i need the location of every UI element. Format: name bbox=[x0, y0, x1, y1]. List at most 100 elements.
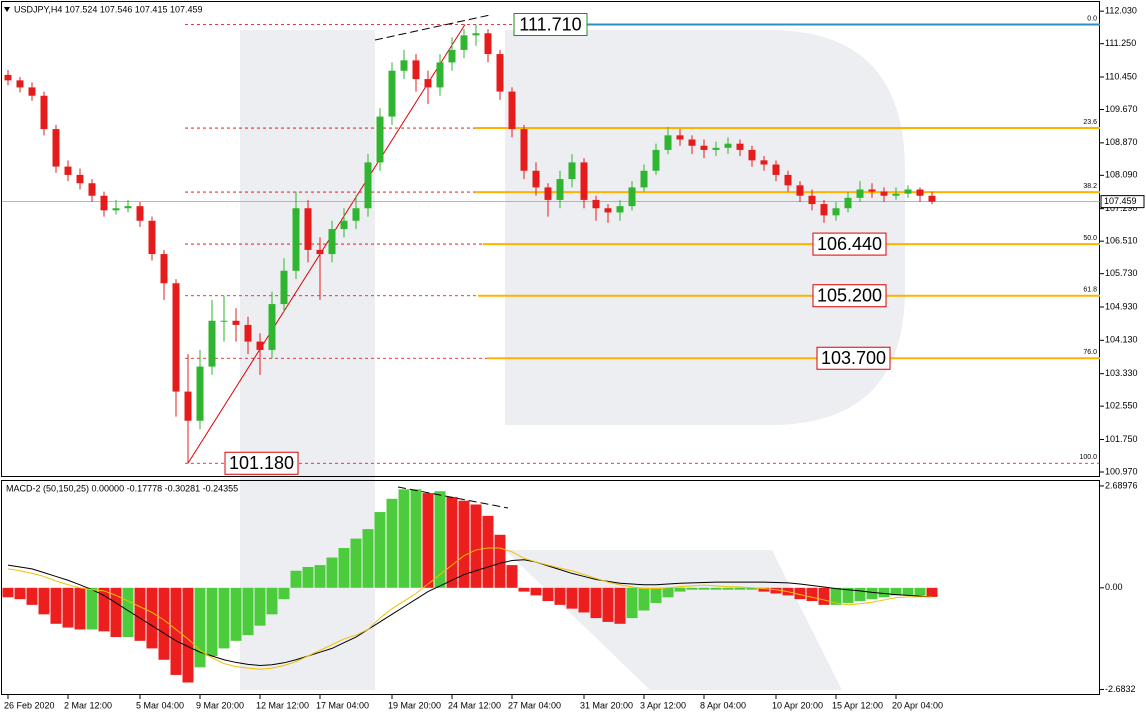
candle-body bbox=[628, 187, 636, 207]
candle-body bbox=[244, 324, 252, 342]
symbol-menu-icon bbox=[4, 7, 10, 12]
histogram-bar bbox=[914, 587, 926, 596]
histogram-bar bbox=[818, 587, 830, 605]
histogram-bar bbox=[386, 498, 398, 588]
fib-level-label: 38.2 bbox=[1083, 183, 1097, 190]
histogram-bar bbox=[38, 587, 50, 615]
candle-body bbox=[700, 145, 708, 150]
histogram-bar bbox=[926, 587, 938, 597]
price-box bbox=[816, 346, 891, 370]
histogram-bar bbox=[98, 587, 110, 632]
histogram-bar bbox=[494, 534, 506, 588]
histogram-bar bbox=[830, 587, 842, 605]
histogram-bar bbox=[746, 587, 758, 590]
x-tick-label: 19 Mar 20:00 bbox=[388, 700, 441, 710]
candle-body bbox=[436, 62, 444, 88]
histogram-bar bbox=[26, 587, 38, 605]
fib-level-label: 76.0 bbox=[1083, 349, 1097, 356]
macd-panel-border bbox=[1, 480, 1100, 695]
candle-body bbox=[532, 170, 540, 188]
x-tick-label: 3 Apr 12:00 bbox=[640, 700, 686, 710]
histogram-bar bbox=[206, 587, 218, 656]
candle-body bbox=[664, 135, 672, 150]
candle-body bbox=[712, 147, 720, 150]
candle-body bbox=[472, 33, 480, 36]
y-tick-label: 100.970 bbox=[1105, 466, 1138, 476]
candle-body bbox=[460, 35, 468, 50]
histogram-bar bbox=[350, 538, 362, 588]
y-tick-label: 112.030 bbox=[1105, 6, 1137, 16]
fib-level-label: 0.0 bbox=[1087, 15, 1097, 22]
price-box-label: 101.180 bbox=[229, 453, 294, 473]
x-tick-label: 26 Feb 2020 bbox=[4, 700, 55, 710]
candle-body bbox=[172, 283, 180, 392]
histogram-bar bbox=[482, 515, 494, 588]
y-tick-label: -2.6832 bbox=[1105, 684, 1136, 694]
histogram-bar bbox=[122, 587, 134, 638]
price-box-label: 105.200 bbox=[817, 286, 882, 306]
candle-body bbox=[268, 304, 276, 350]
candle-body bbox=[256, 341, 264, 350]
histogram-bar bbox=[230, 587, 242, 641]
histogram-bar bbox=[422, 493, 434, 588]
histogram-bar bbox=[170, 587, 182, 675]
candle-body bbox=[592, 199, 600, 209]
candle-body bbox=[232, 320, 240, 325]
x-tick-label: 15 Apr 12:00 bbox=[832, 700, 883, 710]
histogram-bar bbox=[278, 587, 290, 600]
histogram-bar bbox=[242, 587, 254, 636]
candle-body bbox=[4, 74, 12, 81]
y-tick-label: 105.730 bbox=[1105, 268, 1138, 278]
candle-body bbox=[520, 129, 528, 171]
candle-body bbox=[820, 204, 828, 216]
histogram-bar bbox=[302, 566, 314, 588]
histogram-bar bbox=[662, 587, 674, 598]
y-tick-label: 102.550 bbox=[1105, 401, 1138, 411]
histogram-bar bbox=[506, 565, 518, 588]
signal-line bbox=[7, 547, 932, 670]
x-tick-label: 20 Apr 04:00 bbox=[892, 700, 943, 710]
histogram-bar bbox=[218, 587, 230, 649]
histogram-bar bbox=[62, 587, 74, 628]
candle-body bbox=[556, 179, 564, 200]
histogram-bar bbox=[854, 587, 866, 602]
candle-body bbox=[688, 139, 696, 146]
candle-body bbox=[616, 206, 624, 213]
candle-body bbox=[856, 189, 864, 198]
histogram-bar bbox=[362, 529, 374, 588]
histogram-bar bbox=[146, 587, 158, 649]
candle-body bbox=[328, 229, 336, 255]
histogram-bar bbox=[734, 587, 746, 590]
histogram-bar bbox=[86, 587, 98, 630]
candle-body bbox=[136, 206, 144, 221]
histogram-bar bbox=[902, 587, 914, 596]
candle-body bbox=[208, 320, 216, 367]
candle-body bbox=[748, 149, 756, 161]
y-tick-label: 101.750 bbox=[1105, 434, 1138, 444]
macd-title: MACD-2 (50,150,25) 0.00000 -0.17778 -0.3… bbox=[6, 483, 238, 493]
candle-body bbox=[568, 162, 576, 180]
y-tick-label: 111.250 bbox=[1105, 38, 1136, 48]
histogram-bar bbox=[542, 587, 554, 602]
price-box bbox=[812, 284, 887, 308]
histogram-bar bbox=[14, 587, 26, 600]
candle-body bbox=[508, 91, 516, 130]
x-tick-label: 31 Mar 20:00 bbox=[580, 700, 633, 710]
candle-body bbox=[928, 195, 936, 202]
histogram-bar bbox=[530, 587, 542, 596]
x-tick-label: 9 Mar 20:00 bbox=[196, 700, 244, 710]
candle-body bbox=[484, 33, 492, 55]
candle-body bbox=[316, 249, 324, 255]
candle-body bbox=[604, 208, 612, 213]
price-box bbox=[812, 232, 887, 256]
histogram-bar bbox=[770, 587, 782, 594]
histogram-bar bbox=[158, 587, 170, 660]
candle-body bbox=[76, 174, 84, 184]
candle-body bbox=[808, 195, 816, 205]
candle-body bbox=[124, 206, 132, 209]
candle-body bbox=[904, 189, 912, 194]
histogram-bar bbox=[842, 587, 854, 603]
candle-body bbox=[844, 197, 852, 209]
